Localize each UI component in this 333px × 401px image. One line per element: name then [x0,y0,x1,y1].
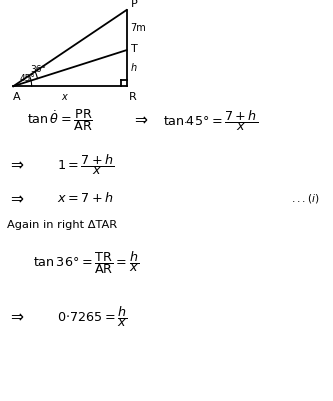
Text: $1 = \dfrac{7+h}{x}$: $1 = \dfrac{7+h}{x}$ [57,152,114,177]
Text: P: P [131,0,137,9]
Text: 36°: 36° [31,65,47,74]
Text: h: h [131,63,137,73]
Text: $\Rightarrow$: $\Rightarrow$ [131,113,149,128]
Text: $...(i)$: $...(i)$ [291,192,320,205]
Text: $\mathrm{tan}\,36° = \dfrac{\mathrm{TR}}{\mathrm{AR}} = \dfrac{h}{x}$: $\mathrm{tan}\,36° = \dfrac{\mathrm{TR}}… [33,249,140,276]
Text: 45°: 45° [19,74,35,83]
Text: $\Rightarrow$: $\Rightarrow$ [7,157,24,172]
Text: $\mathrm{tan}\,\dot{\theta} = \dfrac{\mathrm{PR}}{\mathrm{AR}}$: $\mathrm{tan}\,\dot{\theta} = \dfrac{\ma… [27,107,93,133]
Text: x: x [61,92,67,102]
Text: $\Rightarrow$: $\Rightarrow$ [7,191,24,206]
Text: 7m: 7m [131,23,146,33]
Text: T: T [131,45,137,54]
Text: $\mathrm{tan}\,\dot{}45° = \dfrac{7+h}{x}$: $\mathrm{tan}\,\dot{}45° = \dfrac{7+h}{x… [163,108,258,133]
Text: $0{\cdot}7265 = \dfrac{h}{x}$: $0{\cdot}7265 = \dfrac{h}{x}$ [57,304,127,329]
Text: $\Rightarrow$: $\Rightarrow$ [7,309,24,324]
Text: R: R [129,92,137,102]
Text: Again in right ΔTAR: Again in right ΔTAR [7,220,117,229]
Text: $x = 7 + h$: $x = 7 + h$ [57,192,113,205]
Text: A: A [13,92,21,102]
